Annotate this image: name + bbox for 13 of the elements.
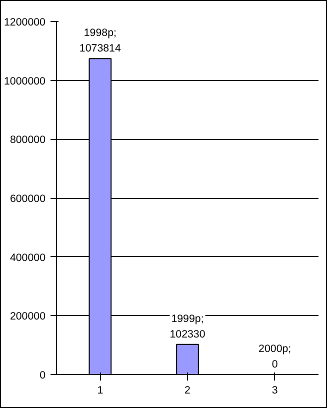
data-label: 1999р; 102330 xyxy=(170,312,206,340)
x-tick-label: 2 xyxy=(184,384,191,396)
y-tick-label: 0 xyxy=(40,370,46,382)
x-tick-label: 3 xyxy=(272,384,278,396)
data-label: 2000р; 0 xyxy=(258,342,292,370)
x-tick-label: 1 xyxy=(97,384,104,396)
y-tick-label: 400000 xyxy=(10,252,46,264)
y-tick-label: 600000 xyxy=(10,193,46,205)
y-tick-label: 1000000 xyxy=(4,75,46,88)
y-tick-label: 200000 xyxy=(10,310,46,323)
y-tick-label: 800000 xyxy=(10,134,46,146)
data-label: 1998р; 1073814 xyxy=(79,27,121,55)
y-tick-label: 1200000 xyxy=(4,16,46,28)
